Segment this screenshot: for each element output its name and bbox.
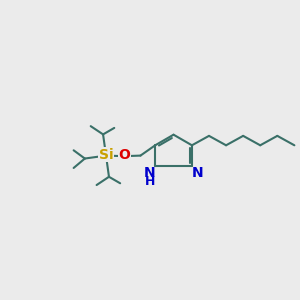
Text: N: N: [144, 166, 156, 180]
Text: Si: Si: [99, 148, 113, 162]
Text: O: O: [118, 148, 130, 162]
Text: N: N: [191, 166, 203, 180]
Text: H: H: [145, 175, 155, 188]
